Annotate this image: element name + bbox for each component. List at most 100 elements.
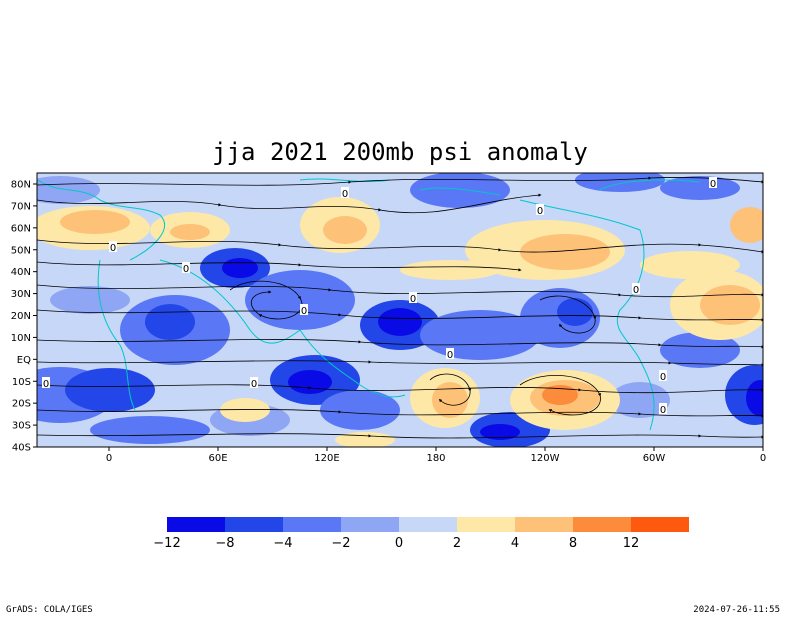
anomaly-region [400, 260, 500, 280]
lon-tick-label: 0 [760, 453, 766, 464]
contour-label: 0 [43, 379, 49, 390]
longitude-axis: 0 60E 120E 180 120W 60W 0 [106, 447, 766, 464]
anomaly-field [37, 173, 763, 447]
streamline [37, 409, 763, 418]
lat-tick-label: 40N [11, 267, 31, 278]
lon-tick-label: 0 [106, 453, 112, 464]
streamline [37, 261, 522, 272]
contour-label: 0 [660, 372, 666, 383]
anomaly-region [222, 258, 258, 278]
lat-tick-label: 10N [11, 333, 31, 344]
contour-label: 0 [710, 179, 716, 190]
contour-label: 0 [183, 264, 189, 275]
anomaly-region [335, 432, 395, 447]
contour-label-bg [709, 177, 717, 188]
contour-label: 0 [633, 285, 639, 296]
contour-label: 0 [537, 206, 543, 217]
lat-tick-label: 40S [12, 443, 31, 454]
lat-tick-label: 20S [12, 399, 31, 410]
legend-tick-label: −4 [273, 536, 292, 551]
lat-tick-label: 20N [11, 311, 31, 322]
contour-label-bg [182, 262, 190, 273]
anomaly-region [145, 304, 195, 340]
contour-label-bg [659, 403, 667, 414]
lat-tick-label: 30S [12, 421, 31, 432]
streamline [37, 360, 763, 367]
contour-label-bg [250, 377, 258, 388]
coastline [519, 199, 645, 361]
anomaly-region [378, 308, 422, 336]
anomaly-region [323, 216, 367, 244]
anomaly-region [730, 207, 763, 243]
contour-label-bg [659, 370, 667, 381]
lon-tick-label: 60E [208, 453, 227, 464]
lat-tick-label: 70N [11, 201, 31, 212]
map-frame [36, 172, 764, 448]
lon-tick-label: 60W [643, 453, 666, 464]
legend-swatch [631, 517, 689, 532]
anomaly-region [245, 270, 355, 330]
contour-labels: 0 0 0 0 0 0 0 0 0 0 0 0 0 [42, 177, 717, 416]
legend-swatch [167, 517, 225, 532]
contour-label-bg [409, 292, 417, 303]
legend-tick-label: 2 [453, 536, 461, 551]
footer-credit: GrADS: COLA/IGES [6, 605, 93, 615]
color-legend: −12 −8 −4 −2 0 2 4 8 12 [153, 517, 689, 551]
contour-label-bg [446, 348, 454, 359]
contour-label-bg [300, 304, 308, 315]
lon-tick-label: 120E [314, 453, 339, 464]
legend-tick-label: 8 [569, 536, 577, 551]
streamline [37, 176, 763, 186]
streamline [519, 375, 602, 416]
streamlines [37, 176, 763, 439]
contour-label: 0 [410, 294, 416, 305]
legend-swatch [341, 517, 399, 532]
contour-label: 0 [251, 379, 257, 390]
streamline [37, 339, 763, 349]
legend-swatch [457, 517, 515, 532]
contour-label-bg [42, 377, 50, 388]
streamline [37, 309, 763, 322]
anomaly-region [65, 368, 155, 412]
lat-tick-label: 10S [12, 377, 31, 388]
anomaly-region [37, 176, 100, 204]
legend-tick-label: −2 [331, 536, 350, 551]
lat-tick-label: 30N [11, 289, 31, 300]
anomaly-region [288, 370, 332, 394]
lat-tick-label: 50N [11, 245, 31, 256]
legend-tick-label: 12 [623, 536, 640, 551]
streamline [37, 284, 763, 298]
contour-label: 0 [301, 306, 307, 317]
lat-tick-label: 80N [11, 180, 31, 191]
anomaly-region [90, 416, 210, 444]
footer-timestamp: 2024-07-26-11:55 [693, 605, 780, 615]
anomaly-region [700, 285, 760, 325]
coastline [299, 329, 406, 398]
contour-label-bg [109, 241, 117, 252]
legend-tick-label: −12 [153, 536, 180, 551]
anomaly-region [170, 224, 210, 240]
lon-tick-label: 120W [531, 453, 560, 464]
contour-label-bg [341, 187, 349, 198]
streamline [37, 193, 542, 214]
streamline [539, 295, 597, 334]
streamline [37, 384, 763, 394]
coastline [97, 259, 136, 411]
lat-tick-label: EQ [17, 355, 31, 366]
lon-tick-label: 180 [426, 453, 445, 464]
legend-tick-label: −8 [215, 536, 234, 551]
anomaly-region [60, 210, 130, 234]
legend-swatch [515, 517, 573, 532]
streamline [429, 373, 472, 406]
contour-label-bg [632, 283, 640, 294]
contour-label: 0 [342, 189, 348, 200]
streamline [37, 433, 763, 439]
anomaly-region [320, 390, 400, 430]
anomaly-region [557, 298, 593, 326]
streamline [229, 280, 303, 320]
contour-label-bg [536, 204, 544, 215]
anomaly-region [432, 382, 468, 418]
legend-tick-label: 0 [395, 536, 403, 551]
